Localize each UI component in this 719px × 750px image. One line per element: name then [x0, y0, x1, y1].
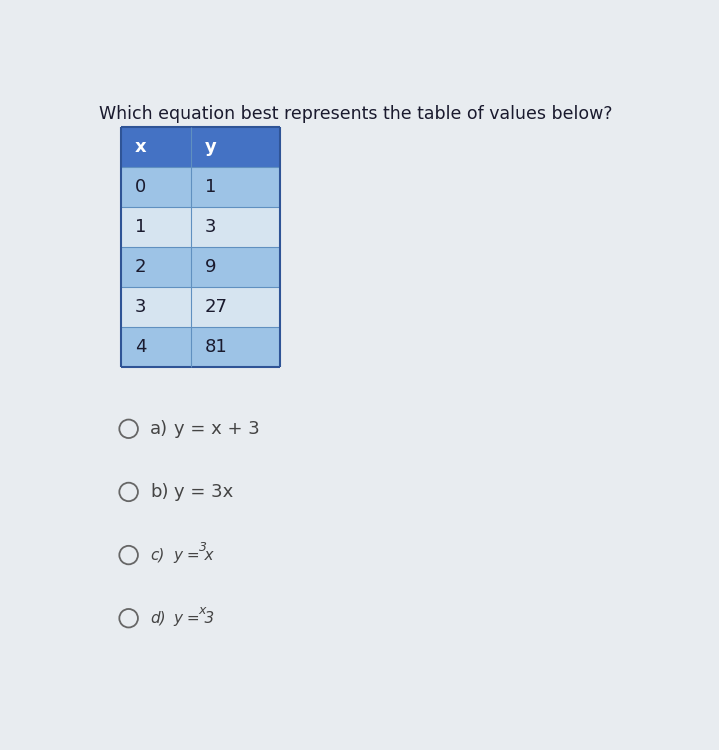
Text: b): b)	[150, 483, 169, 501]
Bar	[121, 327, 191, 368]
Bar	[121, 247, 191, 287]
Text: 3: 3	[205, 218, 216, 236]
Text: y = 3: y = 3	[173, 610, 215, 626]
Bar	[191, 287, 280, 327]
Text: y = 3x: y = 3x	[173, 483, 233, 501]
Bar	[121, 127, 191, 167]
Text: 2: 2	[135, 258, 147, 276]
Bar	[191, 247, 280, 287]
Bar	[121, 287, 191, 327]
Bar	[121, 207, 191, 247]
Text: 1: 1	[205, 178, 216, 196]
Text: 3: 3	[135, 298, 147, 316]
Text: y = x + 3: y = x + 3	[173, 420, 260, 438]
Text: x: x	[198, 604, 206, 617]
Bar	[191, 127, 280, 167]
Text: 0: 0	[135, 178, 146, 196]
Bar	[121, 167, 191, 207]
Text: Which equation best represents the table of values below?: Which equation best represents the table…	[99, 106, 613, 124]
Text: 27: 27	[205, 298, 228, 316]
Text: x: x	[135, 138, 147, 156]
Text: y = x: y = x	[173, 548, 214, 562]
Text: y: y	[205, 138, 216, 156]
Text: d): d)	[150, 610, 166, 626]
Bar	[191, 207, 280, 247]
Text: c): c)	[150, 548, 165, 562]
Text: 4: 4	[135, 338, 147, 356]
Text: a): a)	[150, 420, 168, 438]
Text: 3: 3	[198, 541, 207, 554]
Text: 1: 1	[135, 218, 146, 236]
Bar	[191, 167, 280, 207]
Bar	[191, 327, 280, 368]
Text: 9: 9	[205, 258, 216, 276]
Text: 81: 81	[205, 338, 227, 356]
